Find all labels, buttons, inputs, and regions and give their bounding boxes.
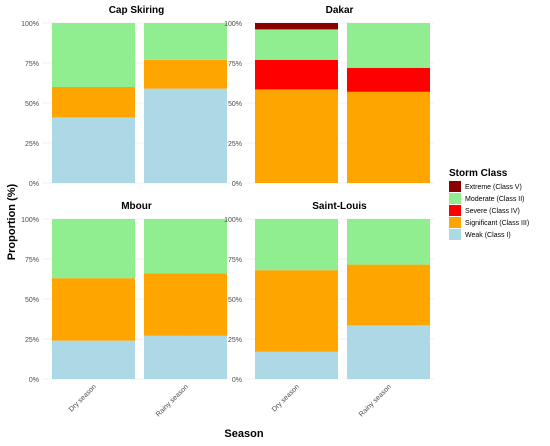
y-tick-label: 0% (232, 377, 242, 384)
y-tick-label: 50% (228, 101, 242, 108)
facet-panel: Dakar 0% 25% 50% 75% 100% (224, 5, 434, 188)
legend-label: Moderate (Class II) (465, 196, 525, 203)
bar-segment (52, 23, 135, 87)
y-tick-label: 25% (25, 337, 39, 344)
y-tick-label: 50% (25, 101, 39, 108)
y-tick-label: 100% (224, 217, 242, 224)
legend-swatch (449, 229, 461, 240)
bar-segment (347, 91, 430, 183)
bar-segment (52, 340, 135, 379)
y-tick-label: 100% (224, 21, 242, 28)
bar-segment (255, 270, 338, 352)
y-tick-label: 75% (25, 257, 39, 264)
bar-segment (52, 117, 135, 183)
y-axis-title: Proportion (%) (6, 183, 18, 260)
y-tick-label: 0% (29, 181, 39, 188)
x-tick-label: Rainy season (155, 383, 190, 418)
y-tick-label: 75% (228, 61, 242, 68)
facet-title: Dakar (326, 5, 354, 16)
legend-swatch (449, 193, 461, 204)
bar-segment (347, 219, 430, 265)
x-tick-label: Dry season (271, 383, 301, 413)
bar-segment (347, 23, 430, 68)
legend-label: Severe (Class IV) (465, 208, 520, 215)
bar-segment (347, 325, 430, 379)
facet-panel: Mbour 0% 25% 50% 75% 100% (21, 201, 231, 384)
bar-segment (347, 67, 430, 92)
bar-segment (255, 89, 338, 183)
x-axis-title: Season (224, 428, 263, 440)
y-tick-label: 50% (25, 297, 39, 304)
y-tick-label: 50% (228, 297, 242, 304)
bar-segment (144, 88, 227, 183)
y-tick-label: 75% (228, 257, 242, 264)
x-tick-label: Dry season (68, 383, 98, 413)
bar-segment (144, 335, 227, 379)
y-tick-label: 0% (29, 377, 39, 384)
bar-segment (52, 219, 135, 279)
bar-segment (255, 59, 338, 90)
bar-segment (255, 219, 338, 271)
bar-segment (255, 23, 338, 30)
x-tick-label: Rainy season (358, 383, 393, 418)
bar-segment (347, 264, 430, 326)
legend-swatch (449, 217, 461, 228)
y-tick-label: 100% (21, 21, 39, 28)
legend-swatch (449, 205, 461, 216)
facet-title: Mbour (121, 201, 152, 212)
y-tick-label: 0% (232, 181, 242, 188)
bar-segment (144, 273, 227, 336)
legend-title: Storm Class (449, 168, 508, 179)
y-tick-label: 100% (21, 217, 39, 224)
legend-label: Extreme (Class V) (465, 184, 522, 191)
legend-label: Significant (Class III) (465, 220, 529, 227)
bar-segment (144, 219, 227, 274)
facet-title: Saint-Louis (312, 201, 367, 212)
facet-panel: Cap Skiring 0% 25% 50% 75% 100% (21, 5, 231, 188)
y-tick-label: 25% (25, 141, 39, 148)
legend-label: Weak (Class I) (465, 232, 511, 239)
bar-segment (255, 351, 338, 379)
facet-panel: Saint-Louis 0% 25% 50% 75% 100% (224, 201, 434, 384)
y-tick-label: 75% (25, 61, 39, 68)
legend-swatch (449, 181, 461, 192)
bar-segment (144, 59, 227, 89)
bar-segment (52, 87, 135, 118)
bar-segment (52, 278, 135, 341)
bar-segment (144, 23, 227, 60)
y-tick-label: 25% (228, 337, 242, 344)
bar-segment (255, 29, 338, 60)
facet-title: Cap Skiring (109, 5, 165, 16)
y-tick-label: 25% (228, 141, 242, 148)
